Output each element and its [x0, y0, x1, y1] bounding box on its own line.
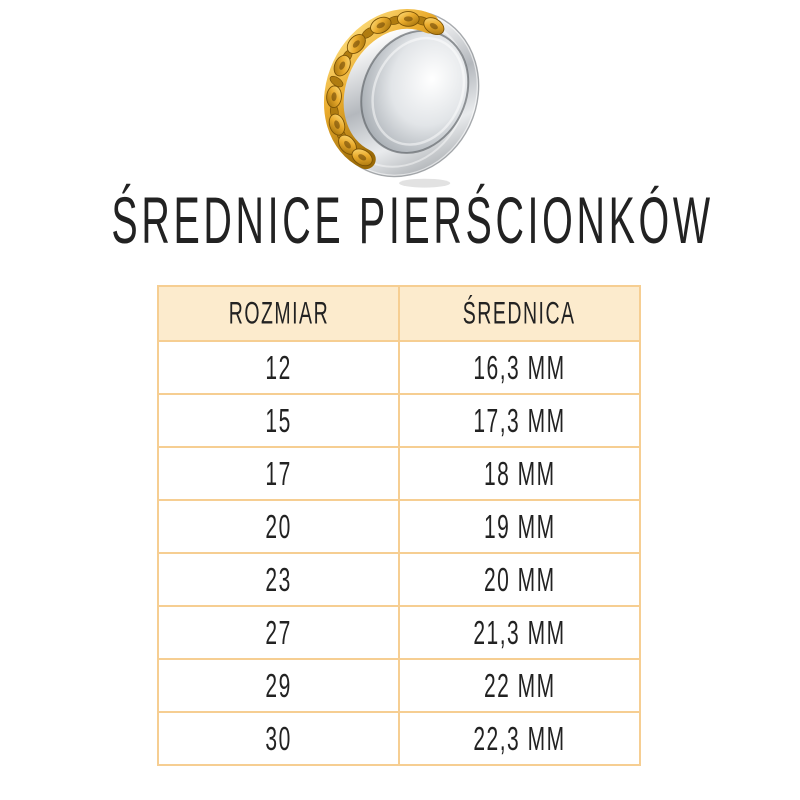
diameter-cell: 20 MM	[398, 552, 641, 607]
ring-size-table: ROZMIAR ŚREDNICA 12 16,3 MM 15 17,3 MM 1…	[157, 285, 641, 766]
size-value: 17	[265, 454, 292, 492]
table-row: 17 18 MM	[157, 446, 641, 501]
table-header-row: ROZMIAR ŚREDNICA	[157, 285, 641, 342]
diameter-value: 22 MM	[483, 666, 556, 704]
size-value: 12	[265, 348, 292, 386]
diameter-cell: 16,3 MM	[398, 340, 641, 395]
column-header-rozmiar: ROZMIAR	[157, 285, 400, 342]
table-row: 30 22,3 MM	[157, 711, 641, 766]
table-row: 15 17,3 MM	[157, 393, 641, 448]
diameter-cell: 21,3 MM	[398, 605, 641, 660]
column-header-rozmiar-label: ROZMIAR	[228, 294, 329, 331]
size-cell: 20	[157, 499, 400, 554]
diameter-cell: 17,3 MM	[398, 393, 641, 448]
size-cell: 29	[157, 658, 400, 713]
column-header-srednica-label: ŚREDNICA	[463, 294, 576, 331]
page-title: ŚREDNICE PIERŚCIONKÓW	[0, 184, 800, 257]
size-cell: 12	[157, 340, 400, 395]
size-value: 29	[265, 666, 292, 704]
size-value: 30	[265, 719, 292, 757]
size-value: 23	[265, 560, 292, 598]
page-title-text: ŚREDNICE PIERŚCIONKÓW	[111, 184, 714, 258]
size-value: 27	[265, 613, 292, 651]
table-row: 20 19 MM	[157, 499, 641, 554]
column-header-srednica: ŚREDNICA	[398, 285, 641, 342]
diameter-value: 21,3 MM	[473, 613, 566, 651]
diameter-value: 17,3 MM	[473, 401, 566, 439]
diameter-cell: 22,3 MM	[398, 711, 641, 766]
table-row: 23 20 MM	[157, 552, 641, 607]
diameter-value: 20 MM	[483, 560, 556, 598]
ring-image	[318, 0, 486, 192]
size-cell: 30	[157, 711, 400, 766]
diameter-value: 18 MM	[483, 454, 556, 492]
table-row: 29 22 MM	[157, 658, 641, 713]
table-row: 27 21,3 MM	[157, 605, 641, 660]
ring-icon	[323, 9, 480, 188]
size-cell: 27	[157, 605, 400, 660]
diameter-value: 22,3 MM	[473, 719, 566, 757]
diameter-cell: 19 MM	[398, 499, 641, 554]
size-value: 20	[265, 507, 292, 545]
diameter-cell: 18 MM	[398, 446, 641, 501]
diameter-cell: 22 MM	[398, 658, 641, 713]
size-cell: 23	[157, 552, 400, 607]
diameter-value: 16,3 MM	[473, 348, 566, 386]
diameter-value: 19 MM	[483, 507, 556, 545]
table-row: 12 16,3 MM	[157, 340, 641, 395]
size-cell: 17	[157, 446, 400, 501]
size-value: 15	[265, 401, 292, 439]
size-cell: 15	[157, 393, 400, 448]
